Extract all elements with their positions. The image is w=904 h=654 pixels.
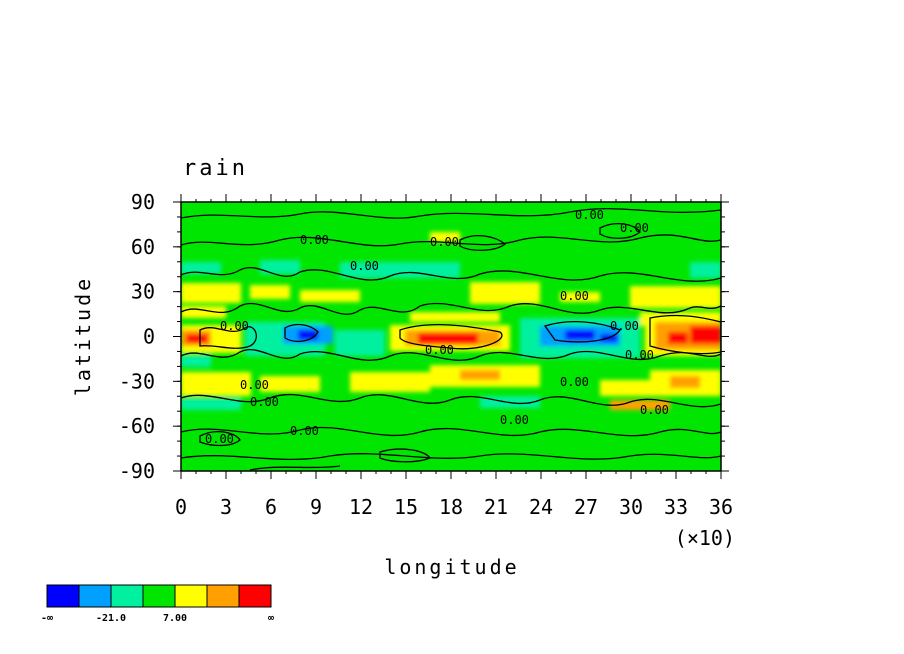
colorbar-swatch — [78, 584, 112, 608]
x-tick-label: 0 — [175, 495, 187, 519]
x-tick-label: 33 — [664, 495, 688, 519]
contour-label: 0.00 — [300, 233, 329, 247]
y-tick-label: 60 — [131, 235, 155, 259]
y-tick-label-group: 90 60 30 0 -30 -60 -90 — [119, 190, 155, 483]
y-tick-label: -30 — [119, 369, 155, 393]
x-tick-label: 30 — [619, 495, 643, 519]
contour-label: 0.00 — [290, 424, 319, 438]
x-tick-label-group: 0 3 6 9 12 15 18 21 24 27 30 33 36 — [175, 495, 733, 519]
colorbar-label: ∞ — [268, 613, 274, 624]
contour-label: 0.00 — [560, 375, 589, 389]
colorbar-label: 7.00 — [163, 613, 187, 624]
contour-label: 0.00 — [560, 289, 589, 303]
colorbar-label: -∞ — [41, 613, 53, 624]
x-tick-label: 3 — [220, 495, 232, 519]
tick-marks — [173, 194, 729, 479]
colorbar-swatch — [142, 584, 176, 608]
colorbar-label-group: -∞ -21.0 7.00 ∞ — [41, 613, 274, 624]
colorbar-swatch — [206, 584, 240, 608]
colorbar-swatch — [110, 584, 144, 608]
x-tick-label: 27 — [574, 495, 598, 519]
contour-label: 0.00 — [625, 348, 654, 362]
contour-label: 0.00 — [500, 413, 529, 427]
contour-label: 0.00 — [425, 343, 454, 357]
contour-label: 0.00 — [240, 378, 269, 392]
y-tick-label: 0 — [143, 325, 155, 349]
x-tick-label: 6 — [265, 495, 277, 519]
y-axis-label: latitude — [71, 276, 95, 396]
contour-label: 0.00 — [610, 319, 639, 333]
x-tick-label: 18 — [439, 495, 463, 519]
y-tick-label: -90 — [119, 459, 155, 483]
x-multiplier-label: (×10) — [675, 526, 735, 550]
contour-label: 0.00 — [250, 395, 279, 409]
chart-title: rain — [183, 156, 248, 181]
x-tick-label: 12 — [349, 495, 373, 519]
contour-label: 0.00 — [205, 432, 234, 446]
contour-label: 0.00 — [575, 208, 604, 222]
x-axis-label: longitude — [384, 555, 519, 579]
colorbar-label: -21.0 — [96, 613, 126, 624]
x-tick-label: 24 — [529, 495, 553, 519]
contour-label-group: 0.00 0.00 0.00 0.00 0.00 0.00 0.00 0.00 0.00 0.00… — [205, 208, 669, 446]
x-tick-label: 36 — [709, 495, 733, 519]
contour-label: 0.00 — [430, 235, 459, 249]
rain-field-bands — [181, 232, 721, 410]
contour-label: 0.00 — [620, 221, 649, 235]
y-tick-label: 90 — [131, 190, 155, 214]
colorbar — [46, 584, 272, 608]
colorbar-swatch — [238, 584, 272, 608]
x-tick-label: 9 — [310, 495, 322, 519]
contour-label: 0.00 — [350, 259, 379, 273]
colorbar-swatch — [46, 584, 80, 608]
colorbar-swatch — [174, 584, 208, 608]
contour-lines — [181, 207, 721, 471]
y-tick-label: 30 — [131, 280, 155, 304]
x-tick-label: 15 — [394, 495, 418, 519]
contour-label: 0.00 — [220, 319, 249, 333]
y-tick-label: -60 — [119, 414, 155, 438]
contour-label: 0.00 — [640, 403, 669, 417]
x-tick-label: 21 — [484, 495, 508, 519]
